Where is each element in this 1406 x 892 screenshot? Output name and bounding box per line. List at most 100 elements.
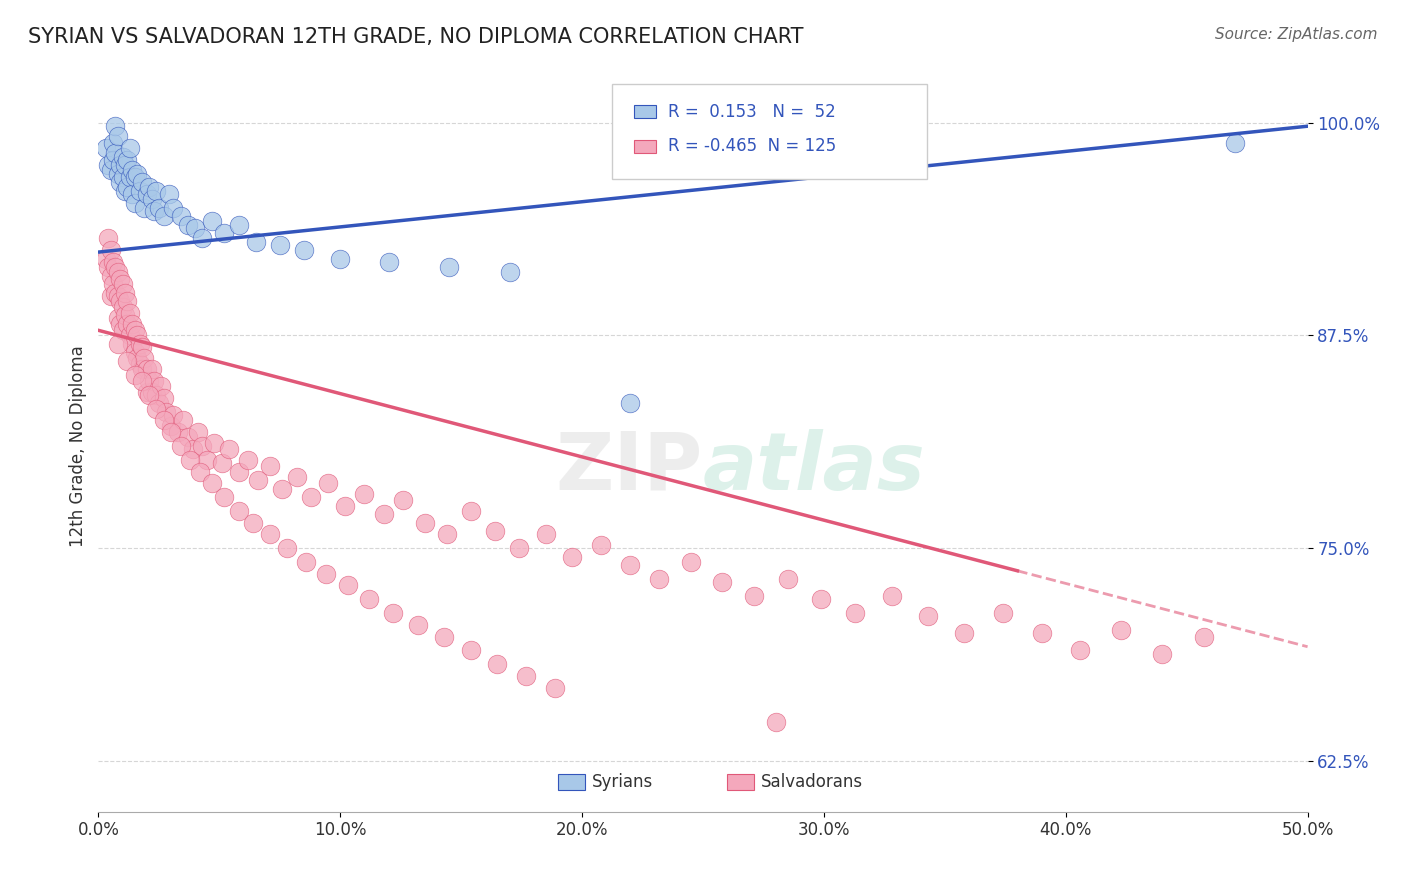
Point (145, 388, 167, 402)
Point (162, 201, 184, 215)
Point (169, 210, 191, 224)
Point (101, 277, 124, 292)
Point (104, 119, 127, 133)
Point (134, 351, 156, 365)
Y-axis label: 12th Grade, No Diploma: 12th Grade, No Diploma (69, 345, 87, 547)
Point (121, 317, 143, 331)
Point (124, 195, 146, 210)
Point (141, 362, 163, 376)
Point (292, 244, 315, 258)
Point (127, 328, 149, 343)
Point (1111, 623, 1133, 637)
Point (619, 396, 641, 410)
Point (135, 187, 157, 202)
Point (201, 214, 224, 228)
Point (191, 439, 214, 453)
Point (515, 668, 537, 682)
Point (97, 260, 120, 275)
Point (271, 482, 294, 496)
FancyBboxPatch shape (634, 139, 655, 153)
Point (152, 392, 174, 406)
Point (413, 516, 436, 530)
Point (228, 218, 250, 232)
Point (1031, 626, 1053, 640)
Point (141, 192, 163, 206)
Point (104, 146, 127, 161)
Point (117, 180, 139, 194)
Point (247, 473, 270, 487)
Point (534, 527, 557, 541)
Point (212, 227, 235, 241)
Point (124, 368, 146, 382)
Text: atlas: atlas (703, 429, 925, 507)
Point (711, 575, 734, 590)
Point (172, 413, 194, 427)
Point (406, 617, 429, 632)
Point (111, 300, 134, 314)
Point (152, 413, 174, 427)
Point (121, 163, 143, 178)
Point (114, 285, 136, 300)
Point (145, 401, 167, 416)
Point (111, 323, 134, 337)
Point (437, 260, 460, 275)
Point (195, 452, 218, 467)
Point (498, 265, 520, 279)
Point (134, 201, 156, 215)
Point (152, 210, 174, 224)
Point (212, 490, 235, 504)
Point (177, 430, 200, 444)
Point (436, 527, 458, 541)
Point (245, 235, 267, 249)
Point (167, 425, 190, 440)
Point (765, 714, 787, 729)
Point (169, 439, 191, 453)
Point (329, 252, 352, 266)
Point (143, 204, 166, 219)
FancyBboxPatch shape (558, 773, 585, 789)
Point (117, 294, 139, 309)
Point (138, 180, 160, 194)
Point (143, 375, 166, 389)
Point (141, 384, 163, 399)
Point (1152, 647, 1174, 661)
Point (127, 167, 149, 181)
Point (484, 524, 506, 538)
Point (561, 549, 583, 564)
Point (135, 362, 157, 376)
Point (117, 354, 139, 368)
Point (259, 459, 281, 474)
Point (107, 337, 129, 351)
Point (128, 357, 150, 371)
Point (118, 141, 141, 155)
Point (880, 589, 903, 603)
FancyBboxPatch shape (613, 84, 927, 179)
Point (150, 379, 173, 393)
Point (218, 442, 240, 457)
Point (97, 158, 120, 172)
Point (359, 592, 381, 607)
Point (118, 306, 141, 320)
Point (101, 136, 124, 151)
FancyBboxPatch shape (727, 773, 754, 789)
Point (111, 170, 134, 185)
Point (544, 681, 567, 695)
Point (238, 452, 260, 467)
Point (148, 201, 170, 215)
Point (377, 255, 399, 269)
Point (97, 231, 120, 245)
Point (100, 163, 122, 178)
Point (155, 405, 177, 419)
Text: Syrians: Syrians (592, 772, 652, 790)
Point (128, 337, 150, 351)
Point (160, 425, 183, 440)
Point (742, 589, 765, 603)
Point (285, 469, 308, 483)
Point (353, 486, 375, 500)
Point (94, 141, 117, 155)
Point (648, 572, 671, 586)
Point (121, 187, 143, 202)
Point (108, 175, 131, 189)
Point (162, 409, 184, 423)
Point (157, 187, 180, 202)
